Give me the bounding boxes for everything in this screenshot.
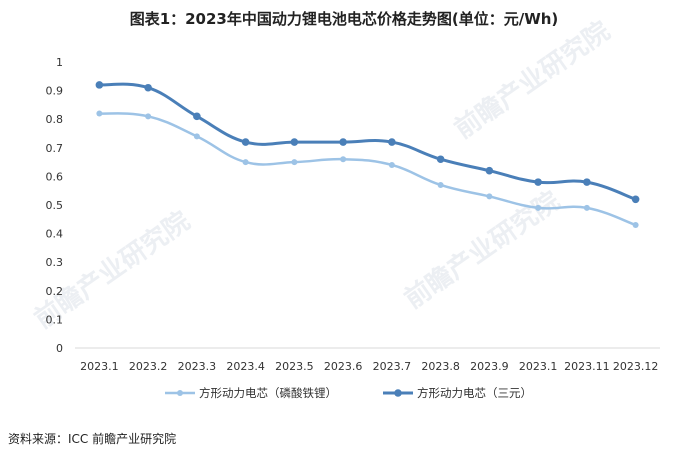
- data-point: [388, 161, 395, 168]
- data-point: [437, 181, 444, 188]
- legend: 方形动力电芯（磷酸铁锂） 方形动力电芯（三元）: [165, 386, 532, 400]
- data-point: [339, 138, 347, 146]
- data-point: [340, 156, 347, 163]
- data-point: [583, 204, 590, 211]
- x-tick-label: 2023.2: [129, 360, 168, 373]
- y-axis: 0 0.1 0.2 0.3 0.4 0.5 0.6 0.7 0.8 0.9 1: [46, 56, 64, 355]
- data-point: [193, 133, 200, 140]
- data-point: [145, 113, 152, 120]
- data-point: [631, 195, 640, 204]
- x-tick-label: 2023.6: [324, 360, 363, 373]
- data-point: [144, 83, 152, 92]
- y-tick-label: 0.7: [46, 142, 64, 155]
- x-tick-label: 2023.12: [613, 360, 659, 373]
- data-point: [486, 193, 493, 200]
- x-tick-label: 2023.7: [373, 360, 412, 373]
- data-point: [535, 204, 542, 211]
- series-line: [97, 82, 638, 201]
- y-tick-label: 0.5: [46, 199, 64, 212]
- legend-label: 方形动力电芯（磷酸铁锂）: [199, 386, 337, 400]
- x-tick-label: 2023.5: [275, 360, 314, 373]
- y-tick-label: 0.2: [46, 285, 64, 298]
- data-point: [241, 138, 250, 146]
- data-point: [485, 166, 494, 175]
- y-tick-label: 0.3: [46, 256, 64, 269]
- y-tick-label: 0.1: [46, 313, 64, 326]
- data-point: [534, 178, 542, 186]
- y-tick-label: 0.9: [46, 85, 64, 98]
- legend-marker: [177, 390, 183, 396]
- x-tick-label: 2023.9: [470, 360, 509, 373]
- data-point: [436, 155, 445, 164]
- x-tick-label: 2023.1: [519, 360, 558, 373]
- x-tick-label: 2023.3: [178, 360, 217, 373]
- data-point: [95, 81, 104, 89]
- legend-marker: [394, 389, 402, 397]
- data-point: [583, 178, 591, 186]
- legend-label: 方形动力电芯（三元）: [417, 386, 532, 400]
- series-lines: [95, 81, 640, 229]
- y-tick-label: 1: [56, 56, 63, 69]
- series-line: [98, 112, 637, 227]
- data-point: [291, 159, 298, 166]
- y-tick-label: 0.8: [46, 113, 64, 126]
- chart-title: 图表1：2023年中国动力锂电池电芯价格走势图(单位：元/Wh): [129, 10, 559, 28]
- data-point: [193, 112, 201, 121]
- x-tick-label: 2023.11: [564, 360, 610, 373]
- data-point: [632, 222, 639, 229]
- x-tick-label: 2023.8: [421, 360, 460, 373]
- x-tick-label: 2023.1: [80, 360, 119, 373]
- y-tick-label: 0.4: [46, 228, 64, 241]
- y-tick-label: 0: [56, 342, 63, 355]
- data-point: [290, 138, 299, 146]
- data-point: [96, 110, 103, 117]
- data-point: [388, 138, 396, 146]
- x-tick-label: 2023.4: [226, 360, 265, 373]
- x-axis: 2023.1 2023.2 2023.3 2023.4 2023.5 2023.6 2023…: [75, 347, 660, 373]
- y-tick-label: 0.6: [46, 170, 64, 183]
- source-note: 资料来源：ICC 前瞻产业研究院: [8, 432, 177, 446]
- data-point: [242, 159, 249, 166]
